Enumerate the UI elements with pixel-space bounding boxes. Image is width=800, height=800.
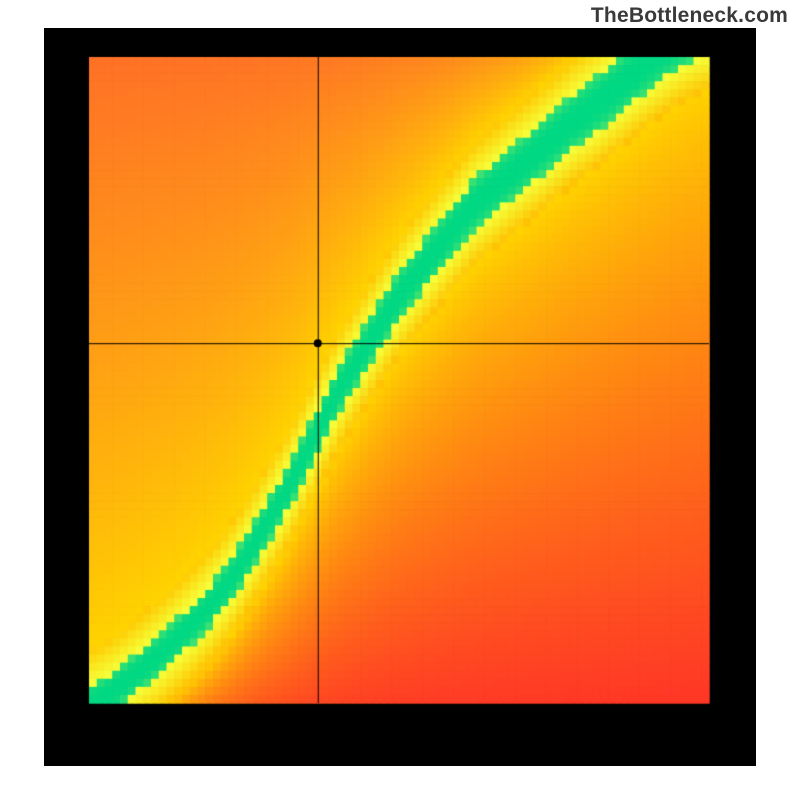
heatmap-canvas bbox=[44, 28, 756, 766]
page-container: TheBottleneck.com bbox=[0, 0, 800, 800]
heatmap-plot bbox=[44, 28, 756, 766]
watermark-text: TheBottleneck.com bbox=[591, 4, 788, 28]
